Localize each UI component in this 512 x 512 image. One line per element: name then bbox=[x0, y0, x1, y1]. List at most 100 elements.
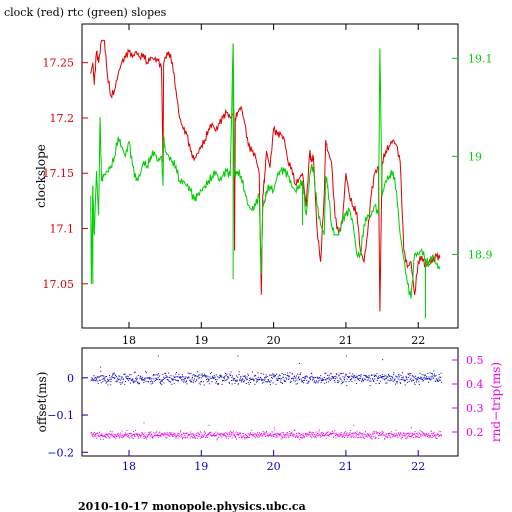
data-point bbox=[237, 433, 239, 435]
data-point bbox=[349, 372, 351, 374]
data-point bbox=[232, 435, 234, 437]
data-point bbox=[240, 376, 242, 377]
data-point bbox=[282, 377, 284, 379]
data-point bbox=[146, 438, 147, 440]
data-point bbox=[286, 434, 288, 436]
data-point bbox=[182, 376, 184, 378]
data-point bbox=[381, 377, 382, 379]
data-point bbox=[282, 436, 284, 438]
data-point bbox=[367, 433, 369, 435]
data-point bbox=[320, 382, 322, 384]
data-point bbox=[263, 433, 265, 435]
data-point bbox=[218, 383, 220, 384]
data-point bbox=[349, 376, 350, 378]
data-point bbox=[434, 435, 435, 437]
data-point bbox=[266, 430, 267, 432]
data-point bbox=[165, 372, 167, 374]
data-point bbox=[247, 432, 249, 434]
data-point bbox=[378, 434, 380, 436]
data-point bbox=[185, 381, 187, 383]
data-point bbox=[116, 381, 118, 383]
data-point bbox=[164, 432, 166, 434]
data-point bbox=[147, 435, 149, 437]
data-point bbox=[207, 435, 209, 437]
data-point bbox=[96, 379, 98, 381]
data-point bbox=[245, 376, 246, 378]
data-point bbox=[180, 376, 182, 378]
data-point bbox=[377, 432, 379, 433]
data-point bbox=[401, 434, 403, 436]
data-point bbox=[194, 375, 196, 376]
data-point bbox=[270, 434, 272, 436]
offset-x-tick-label: 20 bbox=[267, 460, 281, 473]
data-point bbox=[199, 374, 201, 376]
data-point bbox=[301, 380, 303, 382]
data-point bbox=[240, 436, 242, 438]
data-point bbox=[123, 378, 124, 380]
data-point bbox=[105, 434, 107, 436]
data-point bbox=[342, 435, 343, 437]
data-point bbox=[241, 379, 243, 381]
data-point bbox=[201, 436, 202, 437]
data-point bbox=[219, 433, 221, 435]
data-point bbox=[323, 377, 325, 378]
data-point bbox=[323, 435, 325, 437]
data-point bbox=[112, 374, 114, 376]
data-point bbox=[415, 378, 417, 379]
data-point bbox=[427, 436, 428, 438]
data-point bbox=[326, 381, 327, 383]
data-point bbox=[357, 434, 359, 436]
data-point bbox=[308, 434, 310, 436]
offset-y-tick-label: 0 bbox=[67, 372, 74, 385]
data-point bbox=[266, 433, 268, 435]
data-point bbox=[392, 380, 394, 382]
data-point bbox=[418, 436, 419, 438]
data-point bbox=[181, 434, 183, 435]
data-point bbox=[296, 379, 298, 381]
data-point bbox=[153, 374, 154, 376]
data-point bbox=[270, 374, 272, 376]
rtc-slope-line bbox=[90, 43, 441, 299]
data-point bbox=[217, 433, 219, 435]
data-point bbox=[310, 376, 312, 378]
data-point bbox=[164, 372, 166, 374]
slopes-frame bbox=[81, 23, 459, 329]
data-point bbox=[132, 380, 134, 382]
data-point bbox=[202, 436, 204, 437]
data-point bbox=[232, 379, 234, 381]
data-point bbox=[153, 432, 155, 434]
data-point bbox=[308, 431, 310, 433]
data-point bbox=[196, 379, 198, 381]
data-point bbox=[379, 374, 381, 376]
data-point bbox=[134, 380, 136, 382]
data-point bbox=[192, 374, 194, 376]
data-point bbox=[270, 380, 272, 382]
data-point bbox=[387, 433, 389, 434]
data-point bbox=[250, 382, 251, 383]
data-point bbox=[179, 435, 181, 437]
data-point bbox=[243, 435, 245, 437]
data-point bbox=[125, 376, 127, 378]
data-point bbox=[125, 434, 127, 436]
data-point bbox=[325, 379, 327, 381]
data-point bbox=[111, 375, 113, 377]
data-point bbox=[435, 375, 437, 376]
data-point bbox=[370, 437, 372, 439]
data-point bbox=[324, 372, 326, 374]
data-point bbox=[169, 435, 171, 437]
data-point bbox=[430, 376, 432, 378]
data-point bbox=[296, 436, 298, 438]
data-point bbox=[313, 376, 315, 378]
data-point bbox=[441, 381, 442, 383]
data-point bbox=[160, 435, 162, 437]
data-point bbox=[97, 382, 99, 384]
data-point bbox=[305, 375, 307, 377]
data-point bbox=[402, 437, 403, 438]
data-point bbox=[302, 434, 304, 436]
data-point bbox=[143, 382, 145, 384]
data-point bbox=[214, 434, 216, 436]
data-point bbox=[373, 381, 375, 382]
data-point bbox=[253, 379, 255, 381]
data-point bbox=[404, 434, 406, 436]
data-point bbox=[393, 372, 395, 374]
